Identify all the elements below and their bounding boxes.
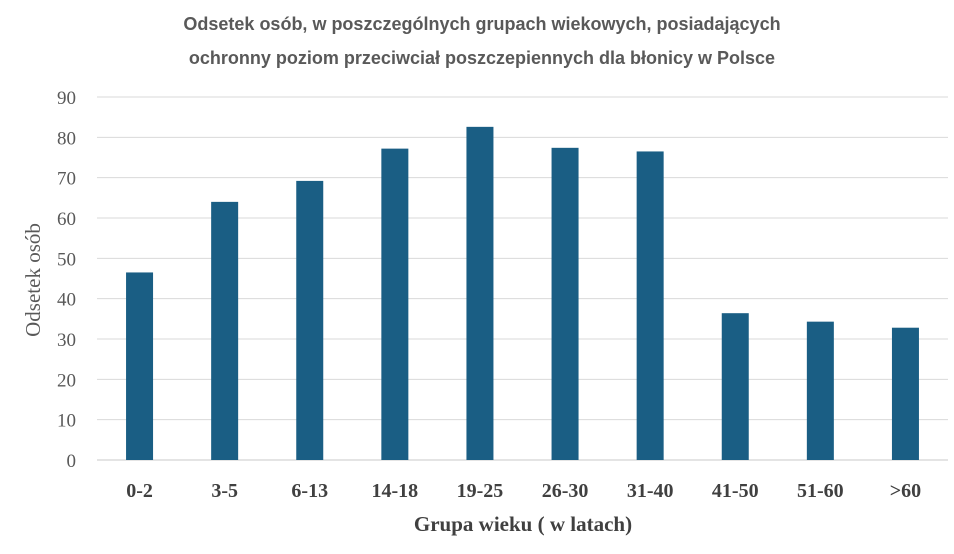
x-tick-label: 14-18 bbox=[372, 480, 419, 502]
x-axis-label: Grupa wieku ( w latach) bbox=[414, 512, 632, 536]
y-tick-label: 60 bbox=[57, 209, 76, 230]
bar bbox=[806, 321, 834, 460]
bar bbox=[636, 151, 664, 460]
bar bbox=[466, 126, 494, 460]
y-tick-label: 70 bbox=[57, 169, 76, 190]
chart-title-line2: ochronny poziom przeciwciał poszczepienn… bbox=[189, 48, 775, 68]
x-tick-label: 0-2 bbox=[126, 480, 153, 502]
y-tick-label: 80 bbox=[57, 128, 76, 149]
bar bbox=[296, 180, 324, 461]
y-tick-label: 90 bbox=[57, 88, 76, 109]
x-tick-label: 51-60 bbox=[797, 480, 844, 502]
gridlines bbox=[97, 96, 948, 461]
bar bbox=[551, 147, 579, 460]
y-tick-label: 10 bbox=[57, 411, 76, 432]
bar bbox=[381, 148, 409, 461]
x-axis-ticks: 0-2 3-5 6-13 14-18 19-25 26-30 31-40 41-50 51-60… bbox=[126, 480, 921, 502]
x-tick-label: 19-25 bbox=[457, 480, 504, 502]
bar bbox=[211, 201, 239, 460]
bar bbox=[721, 313, 749, 460]
x-tick-label: 31-40 bbox=[627, 480, 674, 502]
x-tick-label: >60 bbox=[890, 480, 921, 502]
y-axis-label: Odsetek osób bbox=[21, 223, 45, 337]
y-tick-label: 20 bbox=[57, 370, 76, 391]
chart-title-line1: Odsetek osób, w poszczególnych grupach w… bbox=[183, 14, 780, 34]
y-axis-ticks: 0 10 20 30 40 50 60 70 80 90 bbox=[57, 88, 76, 472]
y-tick-label: 0 bbox=[67, 451, 77, 472]
x-tick-label: 6-13 bbox=[291, 480, 328, 502]
x-tick-label: 26-30 bbox=[542, 480, 589, 502]
y-tick-label: 30 bbox=[57, 330, 76, 351]
y-tick-label: 40 bbox=[57, 290, 76, 311]
x-tick-label: 41-50 bbox=[712, 480, 759, 502]
y-tick-label: 50 bbox=[57, 249, 76, 270]
x-tick-label: 3-5 bbox=[211, 480, 238, 502]
bars bbox=[126, 126, 919, 461]
bar bbox=[126, 272, 154, 460]
bar bbox=[891, 327, 919, 460]
